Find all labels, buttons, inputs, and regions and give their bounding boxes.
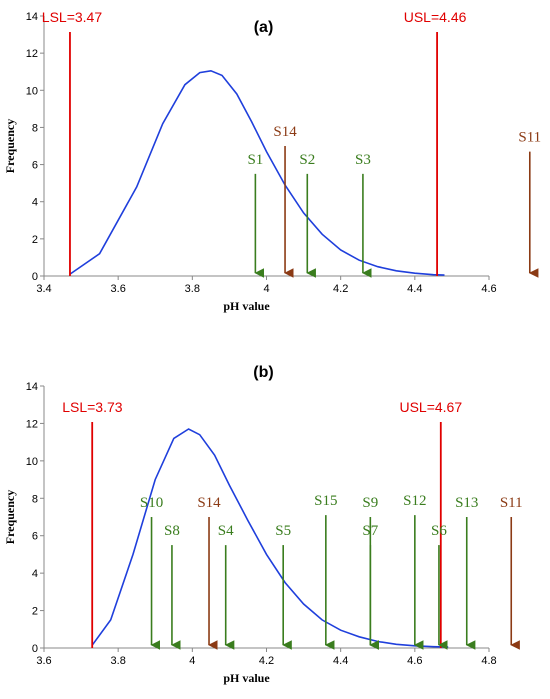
sample-label: S11 — [500, 495, 523, 511]
y-tick-label: 6 — [32, 160, 38, 172]
x-tick-label: 3.6 — [36, 655, 51, 667]
y-tick-label: 12 — [26, 418, 38, 430]
x-tick-label: 3.6 — [111, 283, 126, 295]
y-axis-title: Frequency — [3, 119, 17, 173]
y-tick-label: 4 — [32, 197, 38, 209]
x-tick-label: 4.2 — [259, 655, 274, 667]
panel-label: (a) — [254, 19, 274, 36]
sample-label: S6 — [431, 523, 447, 539]
x-axis-title: pH value — [223, 671, 270, 685]
y-tick-label: 2 — [32, 606, 38, 618]
y-tick-label: 10 — [26, 456, 38, 468]
y-tick-label: 0 — [32, 643, 38, 655]
sample-label: S3 — [355, 152, 371, 168]
y-tick-label: 4 — [32, 568, 38, 580]
sample-label: S9 — [362, 495, 378, 511]
sample-label: S7 — [362, 523, 378, 539]
y-tick-label: 14 — [26, 11, 38, 23]
panel-label: (b) — [253, 364, 273, 381]
sample-label: S12 — [403, 493, 426, 509]
x-tick-label: 4.6 — [481, 283, 496, 295]
y-tick-label: 2 — [32, 234, 38, 246]
y-tick-label: 6 — [32, 531, 38, 543]
y-tick-label: 8 — [32, 493, 38, 505]
sample-label: S4 — [218, 523, 234, 539]
y-tick-label: 12 — [26, 48, 38, 60]
sample-label: S2 — [299, 152, 315, 168]
sample-label: S10 — [140, 495, 163, 511]
distribution-curve — [69, 69, 445, 276]
y-tick-label: 14 — [26, 381, 38, 393]
spec-limit-label: LSL=3.73 — [62, 399, 123, 415]
y-tick-label: 10 — [26, 85, 38, 97]
x-tick-label: 4 — [263, 283, 269, 295]
sample-label: S1 — [247, 152, 263, 168]
sample-label: S5 — [275, 523, 291, 539]
x-axis-title: pH value — [223, 299, 270, 313]
sample-label: S11 — [518, 130, 541, 146]
spec-limit-label: LSL=3.47 — [42, 9, 103, 25]
spec-limit-label: USL=4.67 — [399, 399, 462, 415]
sample-label: S14 — [197, 495, 221, 511]
spec-limit-label: USL=4.46 — [404, 9, 467, 25]
y-tick-label: 8 — [32, 122, 38, 134]
x-tick-label: 3.8 — [111, 655, 126, 667]
x-tick-label: 4.2 — [333, 283, 348, 295]
x-tick-label: 4.4 — [407, 283, 422, 295]
sample-label: S15 — [314, 493, 337, 509]
x-tick-label: 4 — [189, 655, 195, 667]
chart-panel-b: 0 2 4 6 8 10 12 14 3.6 3.8 4 4.2 4.4 4.6 4.8 pH value Fr… — [3, 364, 523, 685]
chart-panel-a: 0 2 4 6 8 10 12 14 3.4 3.6 3.8 4 4.2 4.4 4.6 pH value Fr… — [3, 9, 541, 313]
sample-label: S8 — [164, 523, 180, 539]
x-tick-label: 4.6 — [407, 655, 422, 667]
y-tick-label: 0 — [32, 271, 38, 283]
x-tick-label: 3.8 — [185, 283, 200, 295]
distribution-curve — [91, 428, 449, 648]
sample-label: S14 — [273, 124, 297, 140]
sample-label: S13 — [455, 495, 478, 511]
x-tick-label: 4.8 — [481, 655, 496, 667]
y-axis-title: Frequency — [3, 490, 17, 544]
x-tick-label: 4.4 — [333, 655, 348, 667]
x-tick-label: 3.4 — [36, 283, 51, 295]
